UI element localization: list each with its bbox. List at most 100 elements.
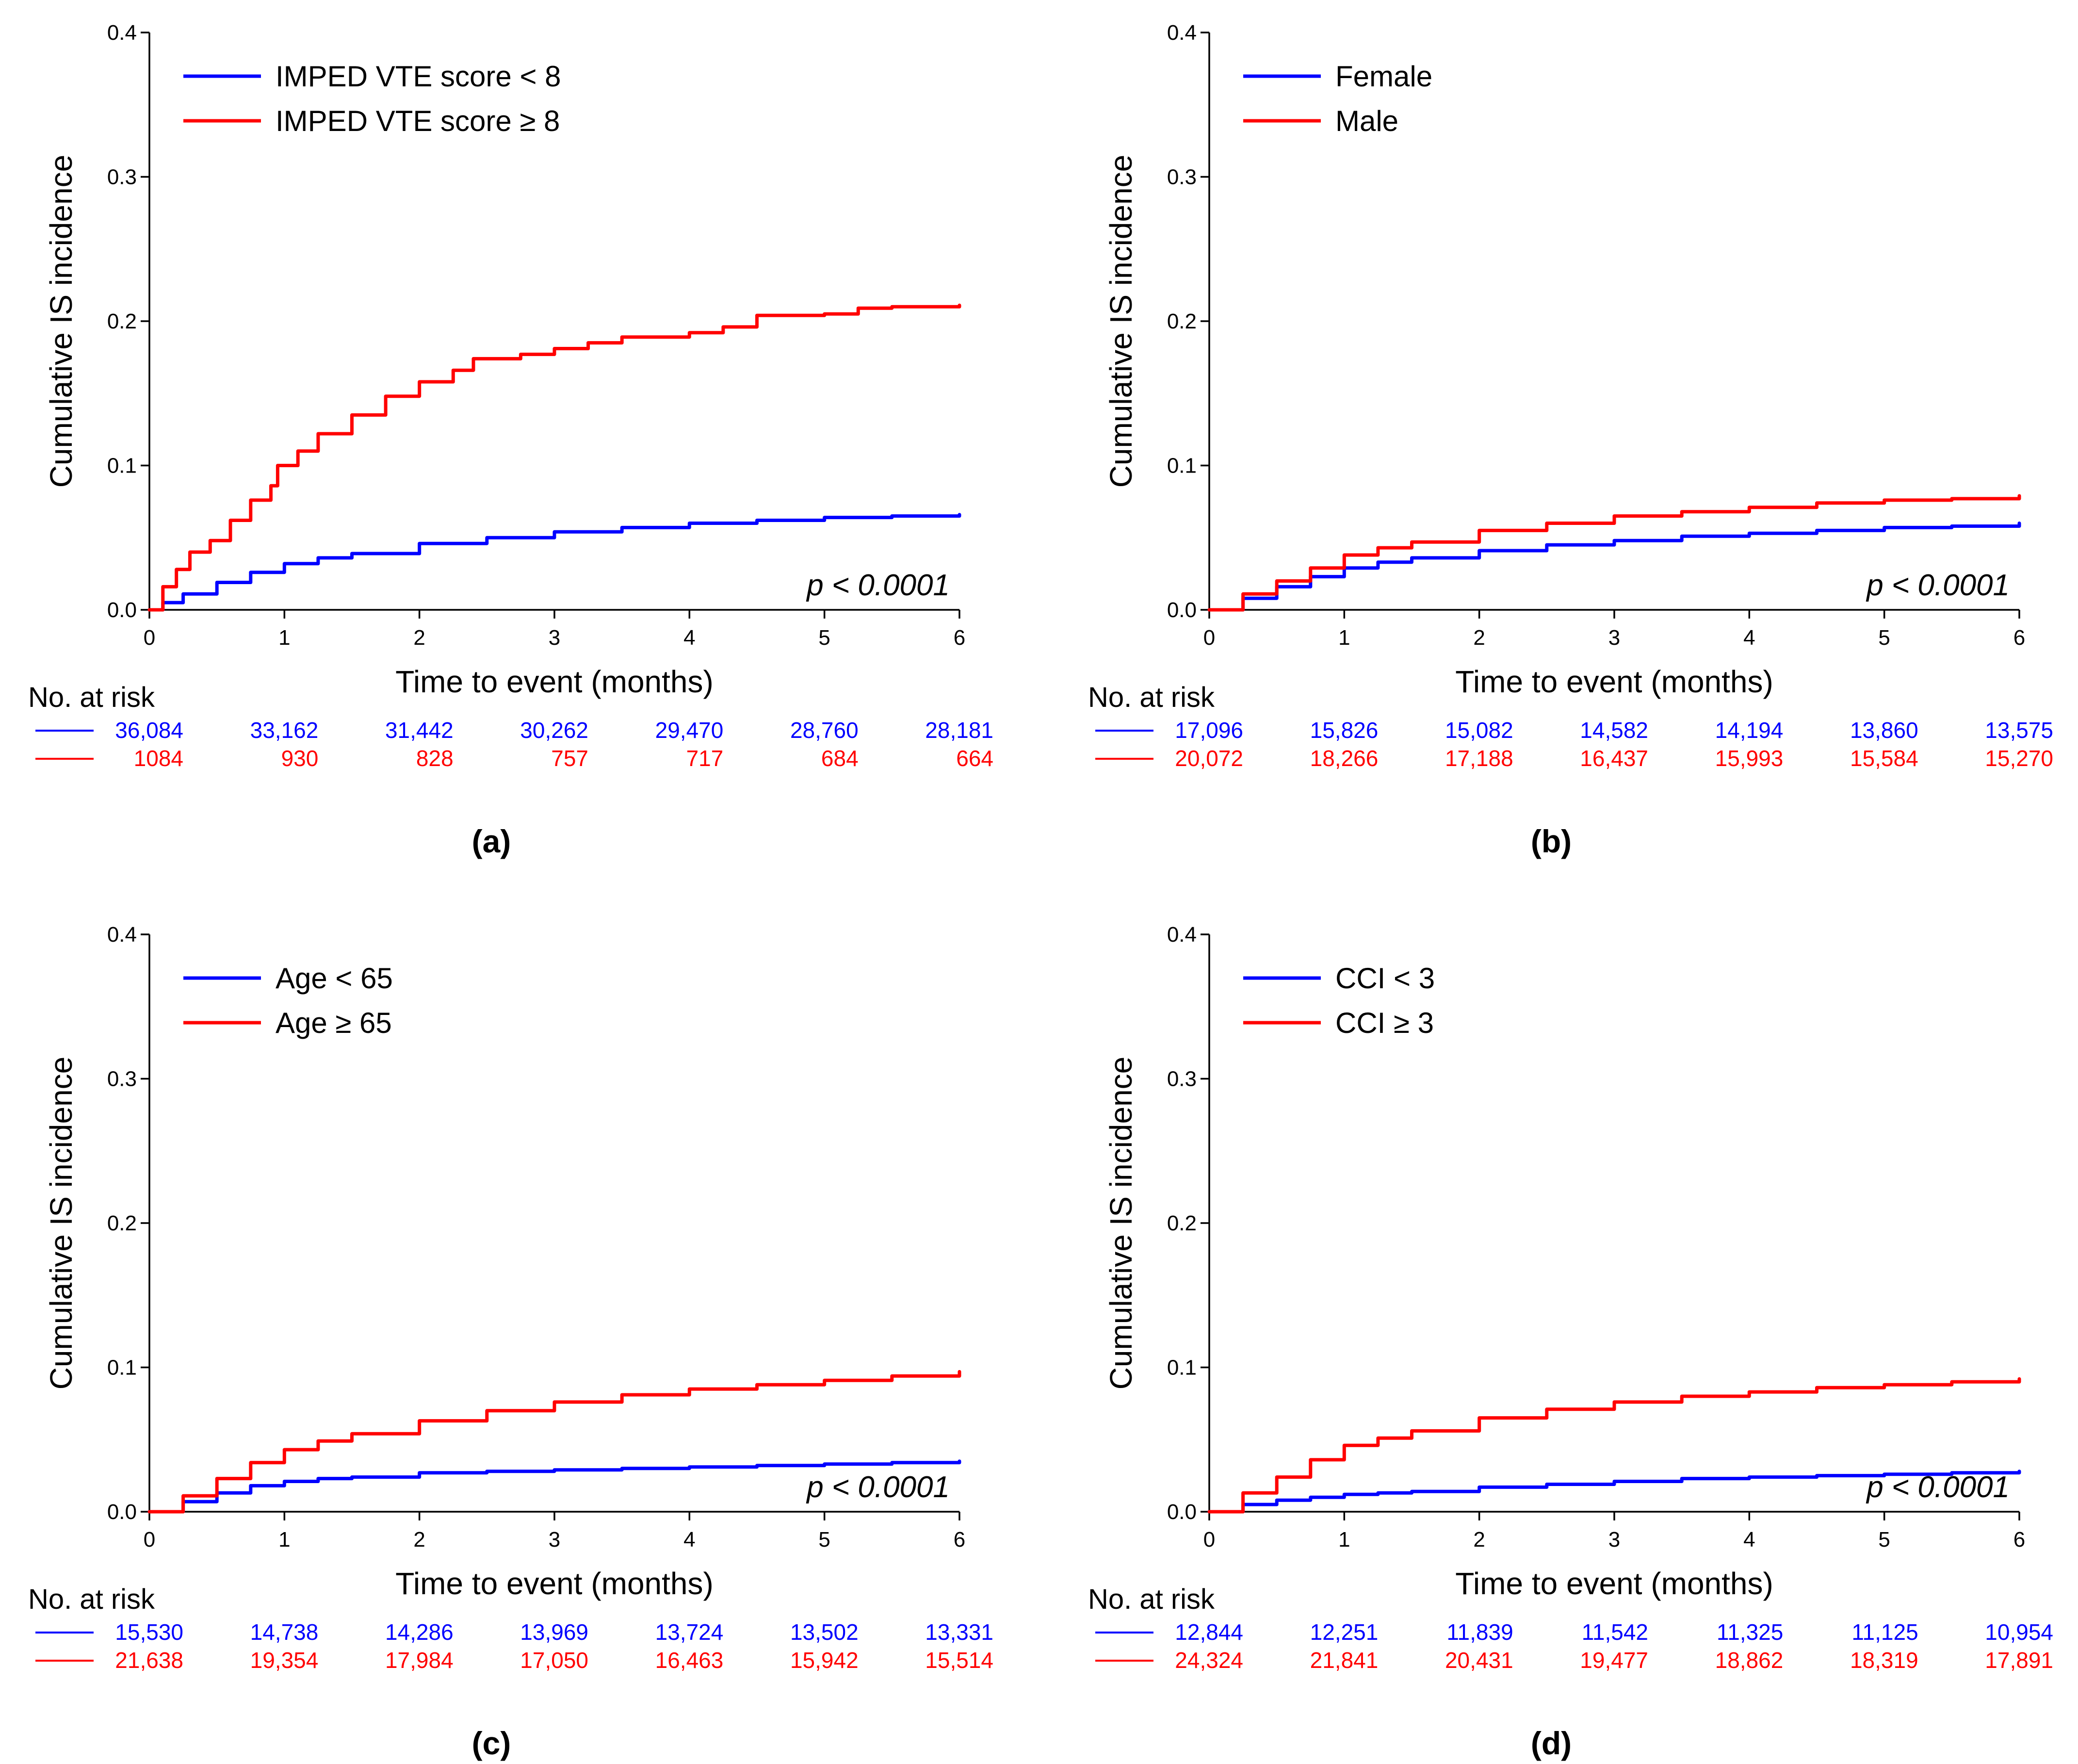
legend-label: IMPED VTE score ≥ 8 [276,105,560,137]
risk-number: 20,072 [1175,746,1243,771]
legend-label: Age ≥ 65 [276,1007,392,1039]
risk-number: 19,477 [1580,1648,1648,1673]
risk-table-title: No. at risk [28,1584,155,1615]
y-tick-label: 0.4 [1167,21,1197,45]
x-tick-label: 4 [683,1528,695,1552]
x-tick-label: 4 [1743,626,1755,650]
risk-number: 930 [281,746,319,771]
x-tick-label: 5 [818,1528,830,1552]
x-tick-label: 0 [1203,626,1215,650]
risk-table-title: No. at risk [1088,1584,1215,1615]
series-line-blue [1207,1470,2021,1514]
panel-c: 0.0 0.1 0.2 0.3 0.4 0 1 2 3 4 5 6 Time to event (mon… [28,923,993,1761]
risk-table: No. at risk 15,530 14,738 14,286 13,969 13,72… [28,1584,993,1673]
risk-number: 757 [551,746,588,771]
x-tick-label: 1 [1338,1528,1350,1552]
x-tick-label: 5 [1878,626,1890,650]
legend-label: IMPED VTE score < 8 [276,60,561,93]
risk-number: 33,162 [250,718,319,743]
x-tick-label: 3 [1608,1528,1620,1552]
risk-number: 11,839 [1446,1619,1513,1645]
y-tick-label: 0.4 [107,21,137,45]
legend-label: CCI ≥ 3 [1335,1007,1434,1039]
y-tick-label: 0.3 [1167,1067,1197,1091]
risk-number: 24,324 [1175,1648,1243,1673]
x-tick-label: 1 [278,626,290,650]
risk-number: 15,826 [1310,718,1379,743]
y-tick-label: 0.1 [1167,454,1197,478]
series-line-red [147,1370,961,1514]
risk-number: 15,270 [1985,746,2053,771]
risk-number: 17,891 [1985,1648,2053,1673]
risk-number: 828 [416,746,454,771]
risk-number: 21,638 [115,1648,183,1673]
x-tick-label: 5 [1878,1528,1890,1552]
risk-number: 684 [821,746,859,771]
risk-number: 18,862 [1715,1648,1784,1673]
x-tick-label: 2 [413,1528,425,1552]
risk-table: No. at risk 36,084 33,162 31,442 30,262 29,47… [28,682,993,771]
risk-number: 17,188 [1445,746,1513,771]
y-tick-label: 0.1 [107,1356,137,1380]
y-tick-label: 0.3 [107,1067,137,1091]
series-line-red [1207,494,2021,612]
risk-table: No. at risk 17,096 15,826 15,082 14,582 14,19… [1088,682,2053,771]
risk-number: 14,286 [385,1619,454,1645]
risk-table-title: No. at risk [28,682,155,713]
x-tick-label: 1 [278,1528,290,1552]
p-value-annotation: p < 0.0001 [1866,1470,2010,1504]
x-axis-title: Time to event (months) [395,1566,714,1601]
risk-number: 16,463 [655,1648,724,1673]
risk-number: 13,331 [925,1619,993,1645]
y-axis-title: Cumulative IS incidence [44,1057,79,1390]
risk-number: 17,050 [520,1648,588,1673]
risk-number: 17,984 [385,1648,454,1673]
risk-number: 28,181 [925,718,993,743]
y-tick-label: 0.0 [107,1500,137,1524]
x-tick-label: 3 [549,626,560,650]
x-tick-label: 0 [144,1528,155,1552]
risk-number: 13,575 [1985,718,2053,743]
x-tick-label: 0 [144,626,155,650]
y-tick-label: 0.1 [1167,1356,1197,1380]
panel-label: (c) [472,1725,511,1761]
legend-label: Male [1335,105,1398,137]
risk-number: 18,266 [1310,746,1379,771]
y-tick-label: 0.2 [107,310,137,333]
x-tick-label: 3 [1608,626,1620,650]
x-tick-label: 6 [954,1528,965,1552]
risk-number: 13,502 [790,1619,859,1645]
risk-number: 16,437 [1580,746,1648,771]
panel-label: (d) [1531,1725,1572,1761]
risk-number: 10,954 [1985,1619,2053,1645]
panel-label: (b) [1531,823,1572,859]
y-tick-label: 0.4 [1167,923,1197,947]
risk-number: 20,431 [1445,1648,1513,1673]
risk-number: 15,993 [1715,746,1784,771]
series-line-blue [1207,522,2021,612]
risk-number: 14,582 [1580,718,1648,743]
panel-b: 0.0 0.1 0.2 0.3 0.4 0 1 2 3 4 5 6 Time to event (mon… [1088,21,2053,859]
risk-number: 18,319 [1850,1648,1918,1673]
x-tick-label: 0 [1203,1528,1215,1552]
series-line-blue [147,513,961,612]
risk-number: 17,096 [1175,718,1243,743]
x-tick-label: 6 [954,626,965,650]
x-axis-title: Time to event (months) [1455,1566,1773,1601]
series-line-red [1207,1377,2021,1514]
x-tick-label: 1 [1338,626,1350,650]
x-tick-label: 3 [549,1528,560,1552]
risk-number: 1084 [134,746,183,771]
y-axis-title: Cumulative IS incidence [1104,155,1138,488]
legend-label: CCI < 3 [1335,962,1435,995]
risk-number: 717 [686,746,724,771]
legend-label: Female [1335,60,1432,93]
y-tick-label: 0.3 [1167,165,1197,189]
y-tick-label: 0.0 [1167,598,1197,622]
risk-number: 15,514 [925,1648,993,1673]
risk-number: 21,841 [1310,1648,1379,1673]
x-tick-label: 4 [1743,1528,1755,1552]
x-tick-label: 4 [683,626,695,650]
x-tick-label: 2 [1473,1528,1485,1552]
risk-table-title: No. at risk [1088,682,1215,713]
